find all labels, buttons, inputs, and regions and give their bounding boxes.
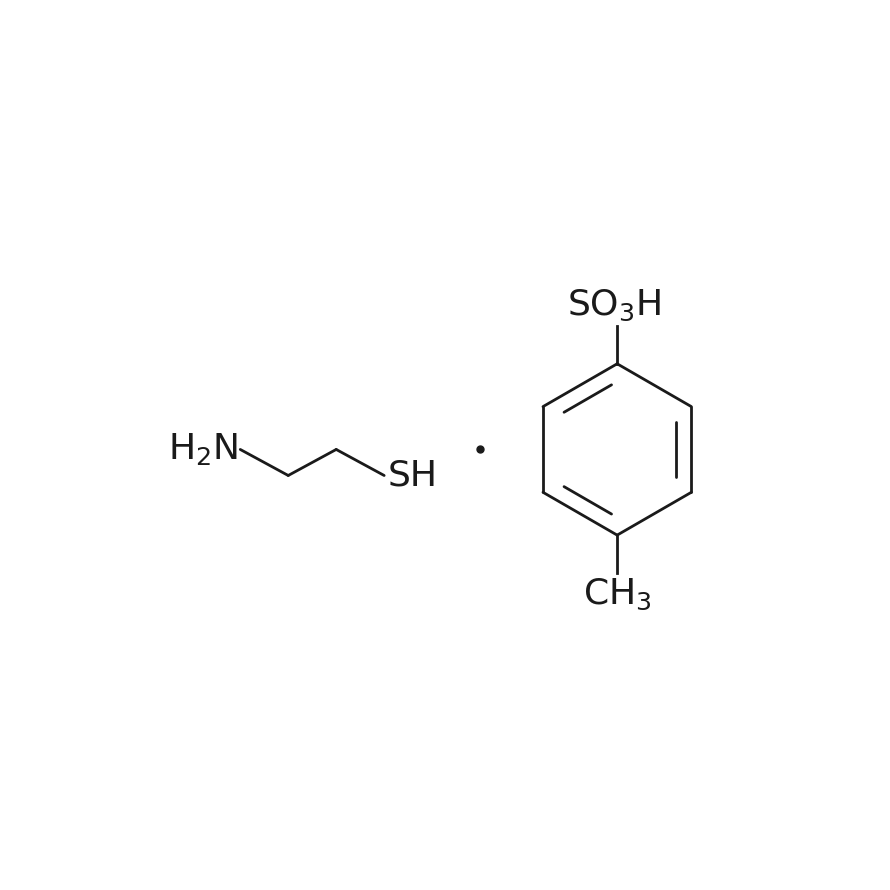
Text: SH: SH [388, 458, 438, 492]
Text: CH$_3$: CH$_3$ [583, 576, 651, 611]
Text: SO$_3$H: SO$_3$H [567, 287, 661, 323]
Text: H$_2$N: H$_2$N [168, 432, 239, 467]
